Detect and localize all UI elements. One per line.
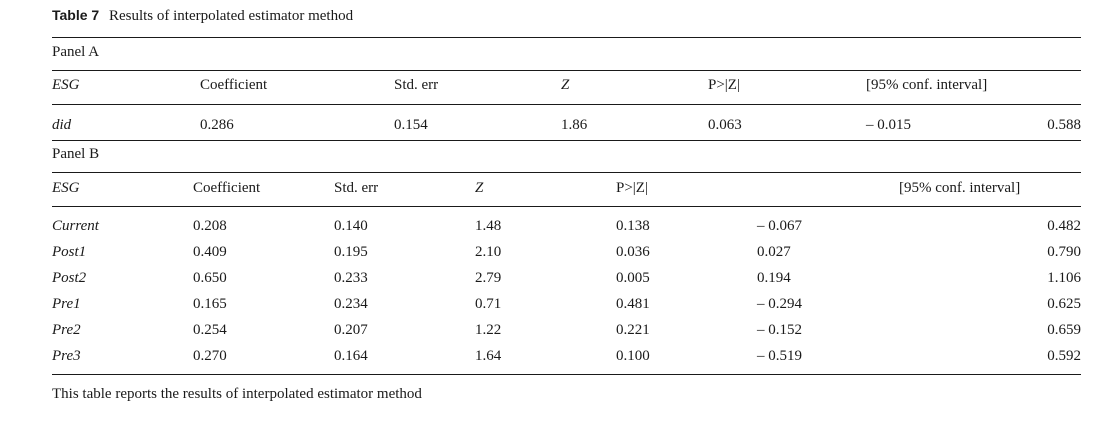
panel-b-row-std-err: 0.207 xyxy=(334,322,368,338)
panel-b-row-std-err: 0.195 xyxy=(334,244,368,260)
panel-a-row-ci-low: – 0.015 xyxy=(866,117,911,133)
panel-b-title: Panel B xyxy=(52,146,100,162)
panel-b-row-name: Current xyxy=(52,218,99,234)
panel-a-row-ci-high: 0.588 xyxy=(1047,117,1081,133)
panel-a-header-std-err: Std. err xyxy=(394,77,439,93)
panel-b-row-ci-low: – 0.152 xyxy=(757,322,802,338)
panel-b-row-ci-high: 0.482 xyxy=(1047,218,1081,234)
panel-b-row-ci-low: 0.194 xyxy=(757,270,791,286)
panel-a-row-z: 1.86 xyxy=(561,117,588,133)
panel-b-header-z: Z xyxy=(475,180,484,196)
panel-b-row-z: 1.48 xyxy=(475,218,502,234)
panel-b-row-p: 0.481 xyxy=(616,296,650,312)
panel-b-row-z: 1.22 xyxy=(475,322,502,338)
panel-b-row-coefficient: 0.208 xyxy=(193,218,227,234)
panel-b-row-std-err: 0.233 xyxy=(334,270,368,286)
panel-b-row-z: 2.79 xyxy=(475,270,502,286)
table-footnote: This table reports the results of interp… xyxy=(52,386,422,402)
panel-b-row-ci-high: 0.790 xyxy=(1047,244,1081,260)
table-bottom-rule xyxy=(52,374,1081,375)
panel-a-header-esg: ESG xyxy=(52,77,80,93)
panel-b-header-std-err: Std. err xyxy=(334,180,379,196)
panel-a-header-coefficient: Coefficient xyxy=(200,77,268,93)
panel-b-row-p: 0.221 xyxy=(616,322,650,338)
panel-b-row-ci-high: 1.106 xyxy=(1047,270,1081,286)
panel-b-row-p: 0.005 xyxy=(616,270,650,286)
panel-a-title: Panel A xyxy=(52,44,100,60)
panel-b-header-esg: ESG xyxy=(52,180,80,196)
panel-b-row-std-err: 0.164 xyxy=(334,348,368,364)
panel-b-row-ci-high: 0.659 xyxy=(1047,322,1081,338)
panel-a-row-std-err: 0.154 xyxy=(394,117,428,133)
table-caption: Table 7 Results of interpolated estimato… xyxy=(52,7,353,25)
panel-b-row-std-err: 0.234 xyxy=(334,296,368,312)
panel-b-row-ci-high: 0.625 xyxy=(1047,296,1081,312)
panel-b-row-z: 2.10 xyxy=(475,244,502,260)
panel-a-rule-mid xyxy=(52,104,1081,105)
panel-a-row-name: did xyxy=(52,117,72,133)
table-label: Table 7 xyxy=(52,7,100,23)
panel-b-row-coefficient: 0.254 xyxy=(193,322,227,338)
panel-b-row-p: 0.138 xyxy=(616,218,650,234)
panel-b-header-coefficient: Coefficient xyxy=(193,180,261,196)
panel-a-row-coefficient: 0.286 xyxy=(200,117,234,133)
panel-b-row-z: 0.71 xyxy=(475,296,502,312)
panel-b-row-name: Pre3 xyxy=(52,348,81,364)
panel-b-row-p: 0.036 xyxy=(616,244,650,260)
top-rule xyxy=(52,37,1081,38)
panel-b-row-ci-high: 0.592 xyxy=(1047,348,1081,364)
table-title: Results of interpolated estimator method xyxy=(108,8,354,24)
panel-b-row-coefficient: 0.165 xyxy=(193,296,227,312)
panel-b-row-name: Post1 xyxy=(52,244,87,260)
panel-b-row-name: Pre2 xyxy=(52,322,81,338)
panel-b-row-ci-low: – 0.294 xyxy=(757,296,802,312)
panel-b-rule-mid xyxy=(52,206,1081,207)
panel-b-row-name: Pre1 xyxy=(52,296,81,312)
panel-b-row-coefficient: 0.409 xyxy=(193,244,227,260)
panel-b-header-p: P>|Z| xyxy=(616,180,648,196)
panel-b-header-ci: [95% conf. interval] xyxy=(899,180,1021,196)
panel-a-rule-bottom xyxy=(52,140,1081,141)
panel-a-header-z: Z xyxy=(561,77,570,93)
panel-b-row-coefficient: 0.650 xyxy=(193,270,227,286)
panel-b-rule-top xyxy=(52,172,1081,173)
panel-b-row-p: 0.100 xyxy=(616,348,650,364)
panel-a-rule-top xyxy=(52,70,1081,71)
panel-b-row-name: Post2 xyxy=(52,270,87,286)
panel-b-row-z: 1.64 xyxy=(475,348,502,364)
panel-b-row-ci-low: – 0.519 xyxy=(757,348,802,364)
panel-a-row-p: 0.063 xyxy=(708,117,742,133)
panel-b-row-coefficient: 0.270 xyxy=(193,348,227,364)
panel-b-row-std-err: 0.140 xyxy=(334,218,368,234)
panel-b-row-ci-low: 0.027 xyxy=(757,244,791,260)
panel-a-header-ci: [95% conf. interval] xyxy=(866,77,988,93)
panel-b-row-ci-low: – 0.067 xyxy=(757,218,802,234)
panel-a-header-p: P>|Z| xyxy=(708,77,740,93)
